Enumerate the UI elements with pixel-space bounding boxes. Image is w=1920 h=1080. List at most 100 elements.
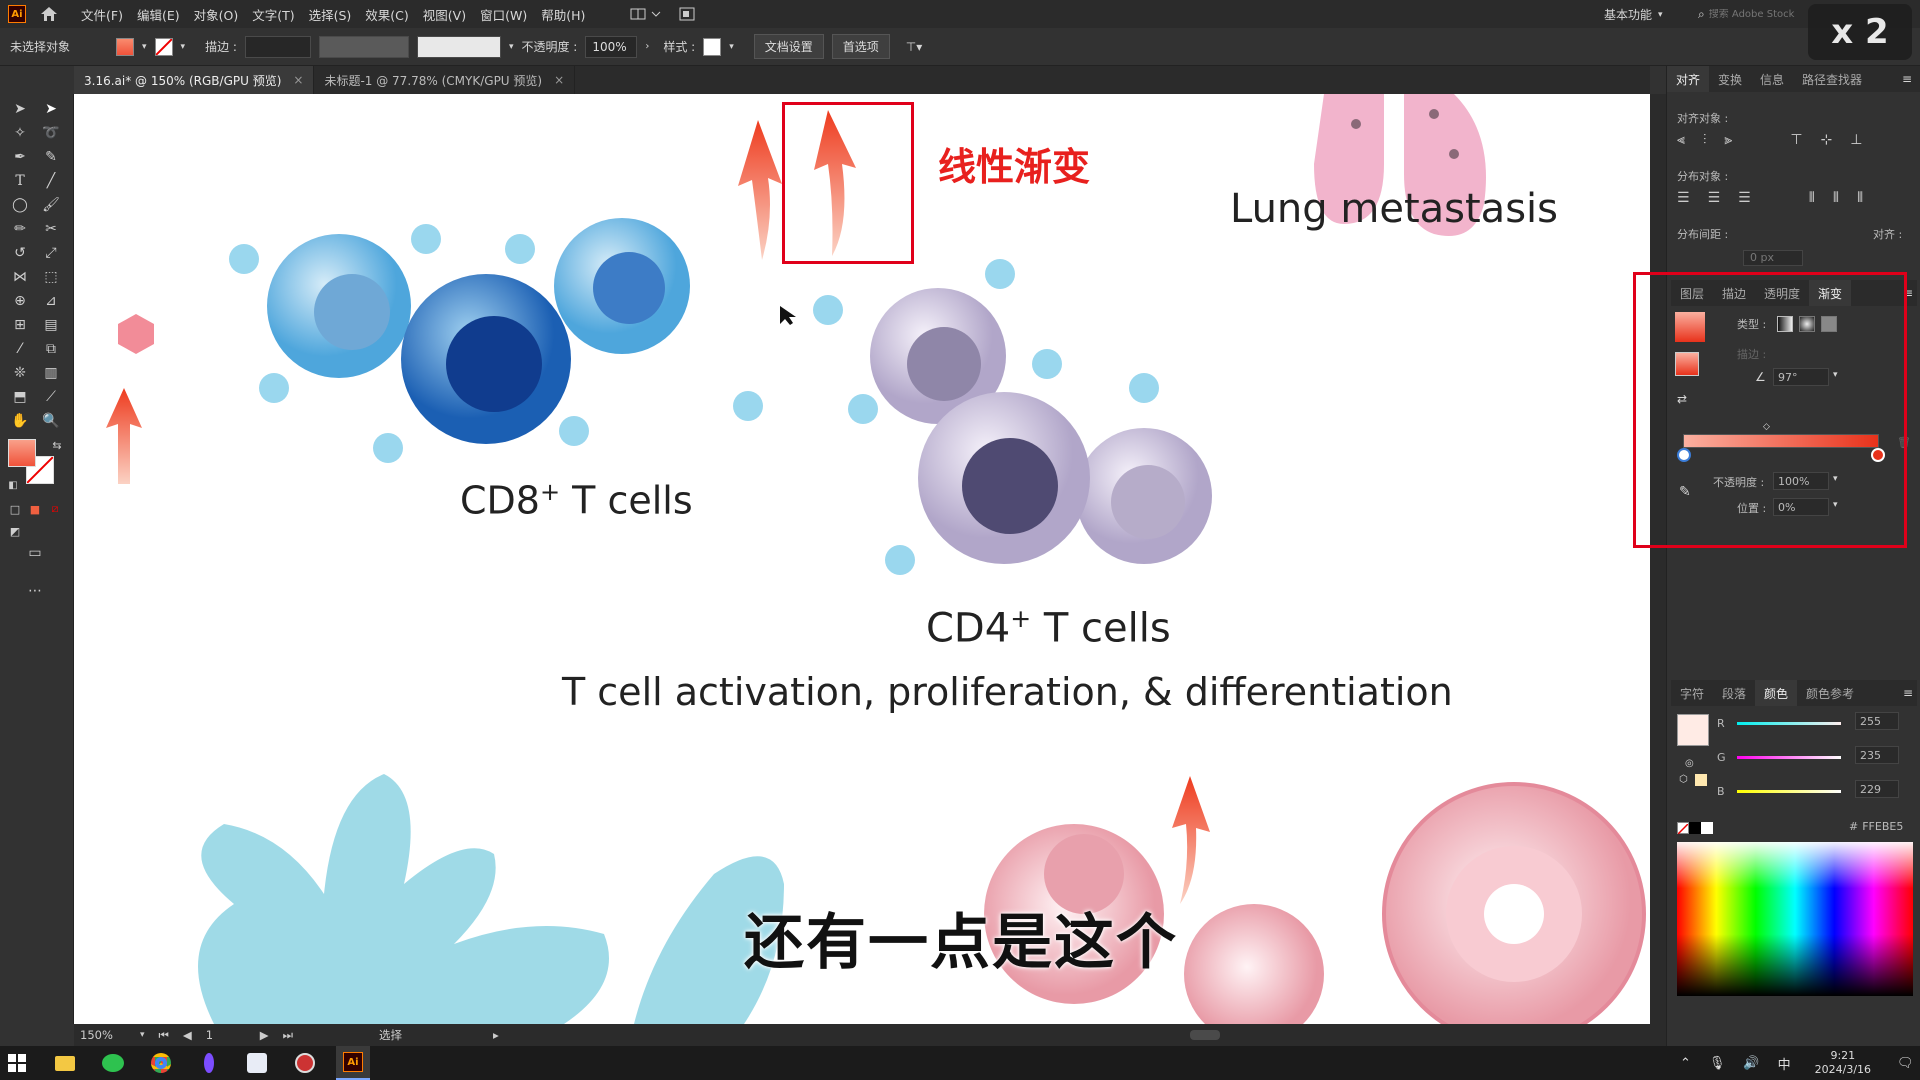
eyedropper-icon[interactable]: ✎: [1679, 484, 1691, 500]
fill-color-swatch[interactable]: [8, 439, 36, 467]
stroke-weight-stepper[interactable]: [244, 35, 311, 58]
menu-item[interactable]: 文件(F): [81, 7, 123, 23]
chevron-down-icon[interactable]: ▾: [1833, 500, 1838, 510]
distribute-bottom-icon[interactable]: ☰: [1738, 190, 1751, 206]
document-setup-button[interactable]: 文档设置: [753, 34, 824, 59]
selection-tool-icon[interactable]: ➤: [14, 101, 26, 117]
file-explorer-icon[interactable]: [48, 1046, 82, 1080]
menu-item[interactable]: 窗口(W): [480, 7, 528, 23]
align-left-icon[interactable]: ⫷: [1677, 132, 1685, 148]
menu-item[interactable]: 视图(V): [422, 7, 467, 23]
gradient-preview-swatch[interactable]: [1675, 312, 1705, 342]
align-top-icon[interactable]: ⊤: [1790, 132, 1803, 148]
slice-tool-icon[interactable]: ⟋: [46, 389, 56, 405]
prev-page-icon[interactable]: ◀: [182, 1028, 192, 1042]
preferences-button[interactable]: 首选项: [831, 34, 890, 59]
tab-document-1[interactable]: 3.16.ai* @ 150% (RGB/GPU 预览) ×: [74, 66, 315, 94]
more-tools-icon[interactable]: ⋯: [28, 583, 42, 599]
last-page-icon[interactable]: ⏭: [282, 1027, 293, 1042]
next-page-icon[interactable]: ▶: [259, 1028, 269, 1042]
gradient-midpoint-icon[interactable]: ◇: [1763, 422, 1770, 432]
stroke-swatch[interactable]: [154, 37, 173, 56]
panel-menu-icon[interactable]: ≡: [1902, 286, 1913, 300]
chevron-right-icon[interactable]: ›: [645, 41, 650, 52]
tab-gradient[interactable]: 渐变: [1809, 280, 1852, 306]
gradient-tool-icon[interactable]: ▤: [44, 317, 58, 333]
stroke-indicator-icon[interactable]: ◎: [1685, 758, 1694, 769]
chevron-right-icon[interactable]: ▸: [492, 1028, 499, 1042]
tab-layers[interactable]: 图层: [1680, 286, 1705, 301]
scissors-tool-icon[interactable]: ✂: [45, 221, 57, 237]
chrome-icon[interactable]: [144, 1046, 178, 1080]
screen-mode-icon[interactable]: ▭: [28, 545, 42, 561]
gradient-mode-icon[interactable]: ■: [29, 502, 41, 516]
distribute-top-icon[interactable]: ☰: [1677, 190, 1690, 206]
workspace-layout-icon[interactable]: [630, 6, 664, 22]
opacity-field[interactable]: 100%: [585, 35, 638, 58]
chevron-up-icon[interactable]: ⌃: [1680, 1055, 1691, 1071]
distribute-vcenter-icon[interactable]: ☰: [1707, 190, 1721, 206]
hex-field[interactable]: # FFEBE5: [1849, 820, 1903, 833]
panel-menu-icon[interactable]: ≡: [1902, 686, 1913, 700]
perspective-grid-tool-icon[interactable]: ⊿: [45, 293, 57, 309]
gradient-stop-end[interactable]: [1871, 448, 1885, 462]
brush-definition-field[interactable]: [416, 35, 501, 58]
fill-swatch[interactable]: [116, 37, 135, 56]
freeform-gradient-icon[interactable]: [1821, 316, 1837, 332]
tab-transparency[interactable]: 透明度: [1764, 286, 1801, 301]
mesh-tool-icon[interactable]: ⊞: [14, 317, 26, 333]
vertical-scrollbar[interactable]: [1650, 94, 1666, 1024]
shape-builder-tool-icon[interactable]: ⊕: [14, 293, 26, 309]
type-tool-icon[interactable]: T: [15, 173, 25, 189]
pen-tool-icon[interactable]: ✒: [14, 149, 26, 165]
close-icon[interactable]: ×: [293, 73, 304, 87]
windows-start-icon[interactable]: [0, 1046, 34, 1080]
volume-icon[interactable]: 🔊: [1743, 1055, 1760, 1071]
chevron-down-icon[interactable]: ▾: [1833, 474, 1838, 484]
screen-recorder-icon[interactable]: [288, 1046, 322, 1080]
web-safe-swatch[interactable]: [1695, 774, 1707, 786]
menu-item[interactable]: 效果(C): [365, 7, 409, 23]
menu-item[interactable]: 文字(T): [252, 7, 295, 23]
close-icon[interactable]: ×: [554, 73, 565, 87]
horizontal-scrollbar[interactable]: [1190, 1030, 1220, 1040]
white-color-swatch[interactable]: [1701, 822, 1713, 834]
microphone-icon[interactable]: 🎙: [1708, 1055, 1726, 1071]
color-spectrum[interactable]: [1677, 842, 1913, 996]
zoom-level[interactable]: 150%: [80, 1028, 113, 1042]
home-icon[interactable]: [40, 6, 58, 22]
clock[interactable]: 9:21 2024/3/16: [1815, 1049, 1871, 1077]
radial-gradient-icon[interactable]: [1799, 316, 1815, 332]
tab-align[interactable]: 对齐: [1667, 66, 1710, 92]
black-color-swatch[interactable]: [1689, 822, 1701, 834]
b-field[interactable]: 229: [1855, 780, 1899, 798]
notification-icon[interactable]: 🗨: [1897, 1055, 1914, 1071]
illustrator-taskbar-icon[interactable]: Ai: [336, 1046, 370, 1080]
out-of-gamut-icon[interactable]: ⬡: [1679, 774, 1688, 785]
linear-gradient-icon[interactable]: [1777, 316, 1793, 332]
ime-indicator[interactable]: 中: [1777, 1057, 1791, 1073]
angle-field[interactable]: 97°: [1773, 368, 1829, 386]
hand-tool-icon[interactable]: ✋: [11, 413, 29, 429]
chevron-down-icon[interactable]: ▾: [508, 41, 514, 52]
panel-menu-icon[interactable]: ≡: [1901, 72, 1912, 86]
none-color-swatch[interactable]: [1677, 822, 1689, 835]
menu-item[interactable]: 编辑(E): [136, 7, 180, 23]
tab-info[interactable]: 信息: [1760, 72, 1785, 87]
align-right-icon[interactable]: ⫸: [1724, 132, 1733, 148]
chevron-down-icon[interactable]: ▾: [729, 41, 734, 52]
stock-search-input[interactable]: [1708, 8, 1801, 20]
stop-position-field[interactable]: 0%: [1773, 498, 1829, 516]
free-transform-tool-icon[interactable]: ⬚: [44, 269, 58, 285]
pencil-tool-icon[interactable]: ✏: [14, 221, 26, 237]
none-mode-icon[interactable]: ⧄: [51, 502, 59, 515]
typora-icon[interactable]: [240, 1046, 274, 1080]
arrange-icon[interactable]: ⊤▾: [905, 39, 923, 54]
variable-width-field[interactable]: [318, 35, 409, 58]
menu-item[interactable]: 帮助(H): [541, 7, 586, 23]
swap-colors-icon[interactable]: ⇆: [52, 438, 62, 452]
feather-app-icon[interactable]: [192, 1046, 226, 1080]
chevron-down-icon[interactable]: ▾: [140, 1030, 145, 1040]
magic-wand-tool-icon[interactable]: ✧: [14, 125, 26, 141]
scale-tool-icon[interactable]: ⤢: [45, 245, 57, 261]
